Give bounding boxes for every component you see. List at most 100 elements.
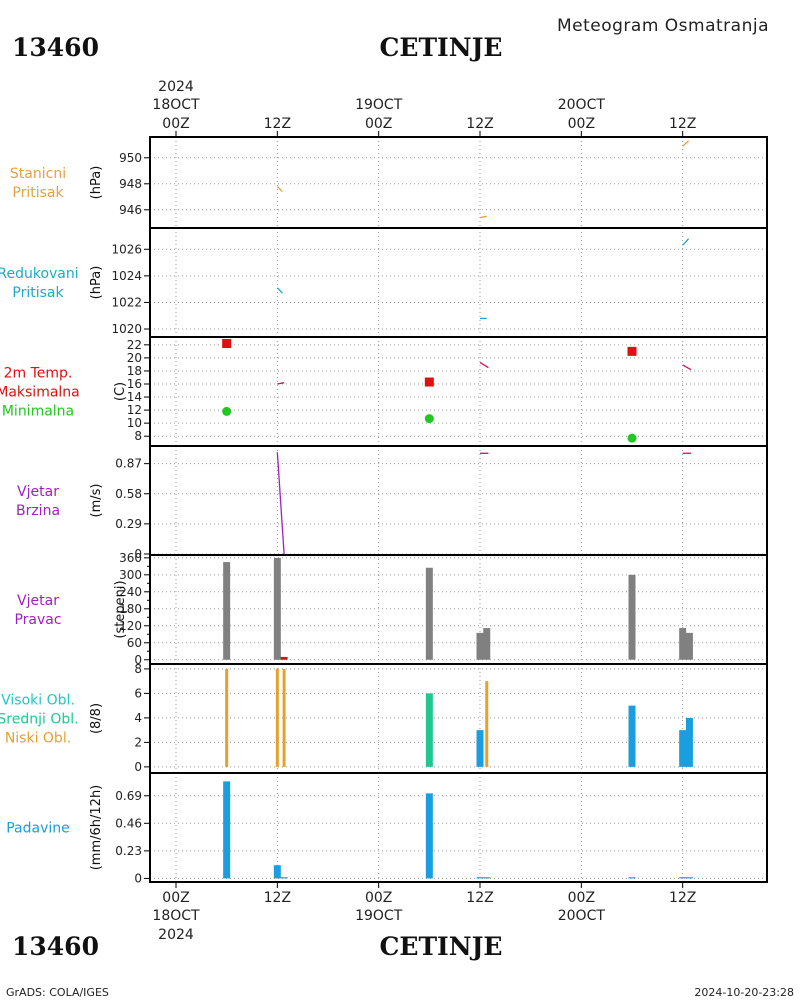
panel-frame bbox=[149, 336, 768, 447]
y-axis-label: (hPa) bbox=[89, 166, 104, 200]
panel-frame bbox=[149, 554, 768, 665]
bar bbox=[483, 877, 491, 879]
panel-label: Brzina bbox=[16, 503, 60, 519]
tmin-point bbox=[222, 406, 232, 416]
bar bbox=[275, 668, 279, 767]
bar bbox=[476, 632, 484, 660]
panel-frame bbox=[149, 227, 768, 338]
time-label-hour: 12Z bbox=[669, 116, 696, 132]
time-label-hour: 00Z bbox=[162, 116, 189, 132]
bar bbox=[223, 562, 231, 660]
time-label-hour: 12Z bbox=[264, 890, 291, 906]
y-tick-label: 8 bbox=[134, 662, 142, 676]
bar bbox=[679, 628, 687, 660]
footer-station-id: 13460 bbox=[12, 932, 99, 961]
y-axis-label: (C) bbox=[113, 382, 128, 401]
time-label-hour: 12Z bbox=[264, 116, 291, 132]
y-tick-label: 948 bbox=[119, 177, 142, 191]
bar bbox=[280, 877, 288, 879]
panel-station_pressure: 946 948 950 (hPa) Stanicni Pritisak bbox=[10, 131, 768, 229]
panel-label: Minimalna bbox=[2, 404, 74, 420]
panel-label: Visoki Obl. bbox=[1, 693, 75, 709]
time-label-hour: 00Z bbox=[568, 890, 595, 906]
temp-segment bbox=[479, 361, 489, 369]
bar bbox=[679, 730, 687, 767]
station-id: 13460 bbox=[12, 33, 99, 62]
bar bbox=[280, 656, 288, 660]
bar bbox=[679, 877, 687, 879]
time-label-hour: 12Z bbox=[466, 116, 493, 132]
y-tick-label: 0.46 bbox=[115, 816, 142, 830]
panel-precipitation: 0 0.23 0.46 0.69 (mm/6h/12h) Padavine bbox=[6, 772, 768, 888]
y-tick-label: 60 bbox=[127, 636, 142, 650]
y-tick-label: 12 bbox=[127, 403, 142, 417]
y-tick-label: 0 bbox=[134, 653, 142, 667]
tmax-point bbox=[424, 377, 434, 387]
y-tick-label: 180 bbox=[119, 602, 142, 616]
bottom-time-axis: 00Z 18OCT 2024 12Z 00Z 19OCT 12Z 00Z 20OCT 12Z bbox=[152, 890, 696, 943]
panel-label: Srednji Obl. bbox=[0, 712, 79, 728]
y-tick-label: 0 bbox=[134, 547, 142, 561]
y-tick-label: 360 bbox=[119, 551, 142, 565]
pressure-segment bbox=[682, 140, 690, 147]
y-axis-label: (mm/6h/12h) bbox=[89, 785, 104, 871]
y-tick-label: 4 bbox=[134, 711, 142, 725]
y-axis-label: (stepeni) bbox=[113, 580, 128, 638]
y-tick-label: 14 bbox=[127, 390, 142, 404]
panel-label: 2m Temp. bbox=[4, 366, 73, 382]
panels: 946948950(hPa)StanicniPritisak1020102210… bbox=[0, 131, 768, 888]
footer-credit: GrADS: COLA/IGES bbox=[6, 986, 109, 999]
panel-label: Niski Obl. bbox=[5, 731, 71, 747]
y-axis-label: (8/8) bbox=[89, 703, 104, 734]
bar bbox=[282, 668, 286, 767]
panel-cloud_cover: 0 2 4 6 8 (8/8) Visoki Obl. Srednji Obl. Niski O… bbox=[0, 662, 768, 774]
bar bbox=[225, 668, 229, 767]
footer-station-name: CETINJE bbox=[380, 932, 503, 961]
panel-wind_direction: 0 60 120 180 240 300 360 (stepeni) Vjetar Pravac bbox=[14, 551, 768, 667]
y-tick-label: 1024 bbox=[111, 269, 142, 283]
panel-label: Maksimalna bbox=[0, 385, 80, 401]
y-tick-label: 300 bbox=[119, 568, 142, 582]
time-label-date: 19OCT bbox=[355, 97, 403, 113]
panel-label: Vjetar bbox=[17, 484, 59, 500]
time-label-hour: 00Z bbox=[365, 890, 392, 906]
time-label-hour: 12Z bbox=[466, 890, 493, 906]
panel-label: Pravac bbox=[14, 612, 61, 628]
panel-wind_speed: 0 0.29 0.58 0.87 (m/s) Vjetar Brzina bbox=[16, 445, 768, 561]
panel-label: Pritisak bbox=[12, 185, 64, 201]
bar bbox=[425, 693, 433, 767]
y-tick-label: 0.87 bbox=[115, 457, 142, 471]
time-label-date: 20OCT bbox=[558, 908, 606, 924]
time-label-date: 18OCT bbox=[152, 97, 200, 113]
tmin-point bbox=[424, 414, 434, 424]
pressure-segment bbox=[479, 215, 487, 219]
tmax-point bbox=[222, 339, 232, 349]
y-tick-label: 8 bbox=[134, 429, 142, 443]
time-label-hour: 00Z bbox=[162, 890, 189, 906]
bar bbox=[223, 781, 231, 879]
y-tick-label: 10 bbox=[127, 416, 142, 430]
time-label-hour: 00Z bbox=[568, 116, 595, 132]
y-tick-label: 0.29 bbox=[115, 517, 142, 531]
bar bbox=[476, 730, 484, 767]
pressure-segment bbox=[276, 185, 283, 193]
bar bbox=[485, 681, 489, 767]
pressure-segment bbox=[682, 238, 690, 246]
bar bbox=[628, 574, 636, 660]
panel-label: Stanicni bbox=[10, 166, 66, 182]
bar bbox=[425, 567, 433, 660]
bar bbox=[273, 557, 281, 660]
time-label-date: 19OCT bbox=[355, 908, 403, 924]
y-tick-label: 946 bbox=[119, 203, 142, 217]
y-tick-label: 0 bbox=[134, 760, 142, 774]
bar bbox=[425, 793, 433, 879]
panel-label: Padavine bbox=[6, 821, 70, 837]
y-tick-label: 0 bbox=[134, 871, 142, 885]
y-tick-label: 0.58 bbox=[115, 487, 142, 501]
top-time-axis: 2024 18OCT 00Z 12Z 19OCT 00Z 12Z 20OCT 00Z 12Z bbox=[152, 79, 696, 132]
y-tick-label: 1020 bbox=[111, 322, 142, 336]
y-tick-label: 0.23 bbox=[115, 844, 142, 858]
footer-timestamp: 2024-10-20-23:28 bbox=[694, 986, 794, 999]
